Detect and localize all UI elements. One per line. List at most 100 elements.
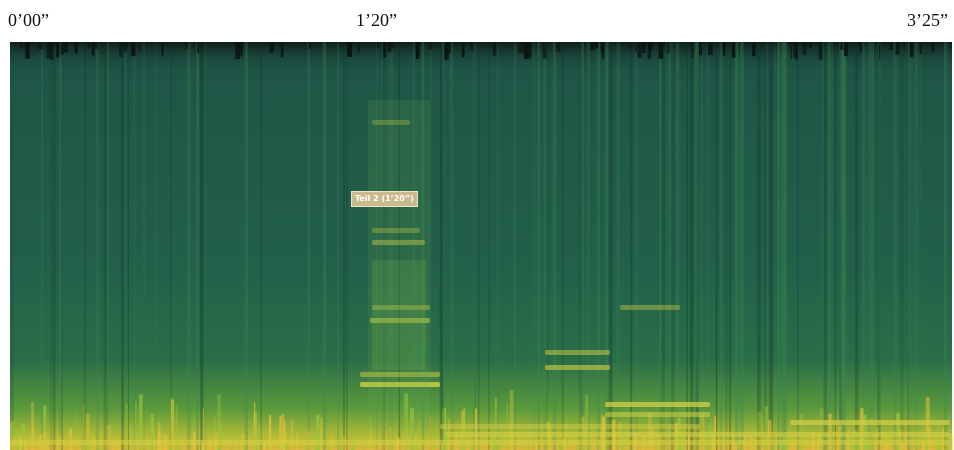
harmonic-band [360,372,440,377]
streak [907,42,909,450]
top-mark [415,42,420,59]
top-mark [270,42,275,51]
streak [854,42,859,450]
streak [716,42,718,450]
streak [439,42,443,450]
streak [675,42,680,450]
energy-spike [949,433,953,450]
streak [474,42,477,450]
energy-spike [41,443,46,450]
streak [449,42,454,450]
energy-spike [83,403,85,450]
streak [671,42,675,450]
top-mark [840,42,844,50]
energy-spike [31,401,34,450]
streak [725,42,728,450]
time-label: 0’00” [8,10,49,30]
energy-spike [32,419,34,450]
streak [914,42,919,450]
streak [693,42,698,450]
top-mark [818,42,823,60]
energy-spike [369,418,371,450]
energy-spike [170,397,174,450]
energy-spike [627,441,632,450]
energy-spike [741,441,745,450]
top-mark [25,42,29,49]
energy-spike [528,441,530,450]
top-mark [138,42,141,53]
top-mark [197,42,200,54]
streak [204,42,207,450]
streak [893,42,896,450]
energy-spike [321,421,324,450]
streak [690,42,695,450]
streak [322,42,326,450]
top-mark [722,42,726,49]
energy-spike [682,429,685,450]
energy-spike [175,405,178,450]
energy-spike [415,441,419,450]
energy-spike [828,413,832,450]
energy-spike [285,442,288,450]
streak [398,42,400,450]
energy-spike [17,440,20,450]
energy-spike [433,428,438,450]
top-mark [123,42,126,53]
streak [796,42,799,450]
harmonic-band [605,412,710,417]
energy-spike [915,428,918,450]
harmonic-band [370,318,430,323]
streak [715,42,717,450]
streak [766,42,768,450]
energy-spike [834,444,837,450]
harmonic-band [372,228,420,233]
streak [666,42,668,450]
top-mark [524,42,529,59]
streak [375,42,378,450]
harmonic-band [545,365,610,370]
energy-spike [602,442,605,450]
top-mark [895,42,900,55]
energy-spike [320,417,323,450]
top-mark [38,42,43,50]
streak [83,42,86,450]
streak [695,42,699,450]
energy-spike [432,442,434,450]
energy-spike [413,442,416,450]
energy-spike [370,428,372,450]
streak [103,42,108,450]
streak [543,42,547,450]
top-mark [74,42,78,54]
energy-spike [204,441,207,450]
energy-spike [652,426,654,450]
streak [690,42,693,450]
energy-spike [97,444,101,450]
streak [561,42,564,450]
top-mark [919,42,922,55]
top-mark [629,42,632,51]
energy-spike [283,421,286,450]
streak [421,42,425,450]
streak [695,42,700,450]
streak [260,42,262,450]
streak [342,42,345,450]
top-mark [691,42,694,59]
energy-spike [869,442,872,450]
streak [834,42,837,450]
energy-spike [660,442,664,450]
top-mark [46,42,51,59]
streak [823,42,827,450]
streak [170,42,172,450]
energy-spike [474,408,478,450]
top-mark [470,42,474,50]
streak [827,42,829,450]
energy-spike [648,413,652,450]
top-mark [722,42,726,56]
top-mark [707,42,713,55]
streak [596,42,600,450]
top-mark [808,42,812,49]
top-mark [92,42,95,57]
streak [695,42,699,450]
top-mark [518,42,523,54]
streak [734,42,739,450]
